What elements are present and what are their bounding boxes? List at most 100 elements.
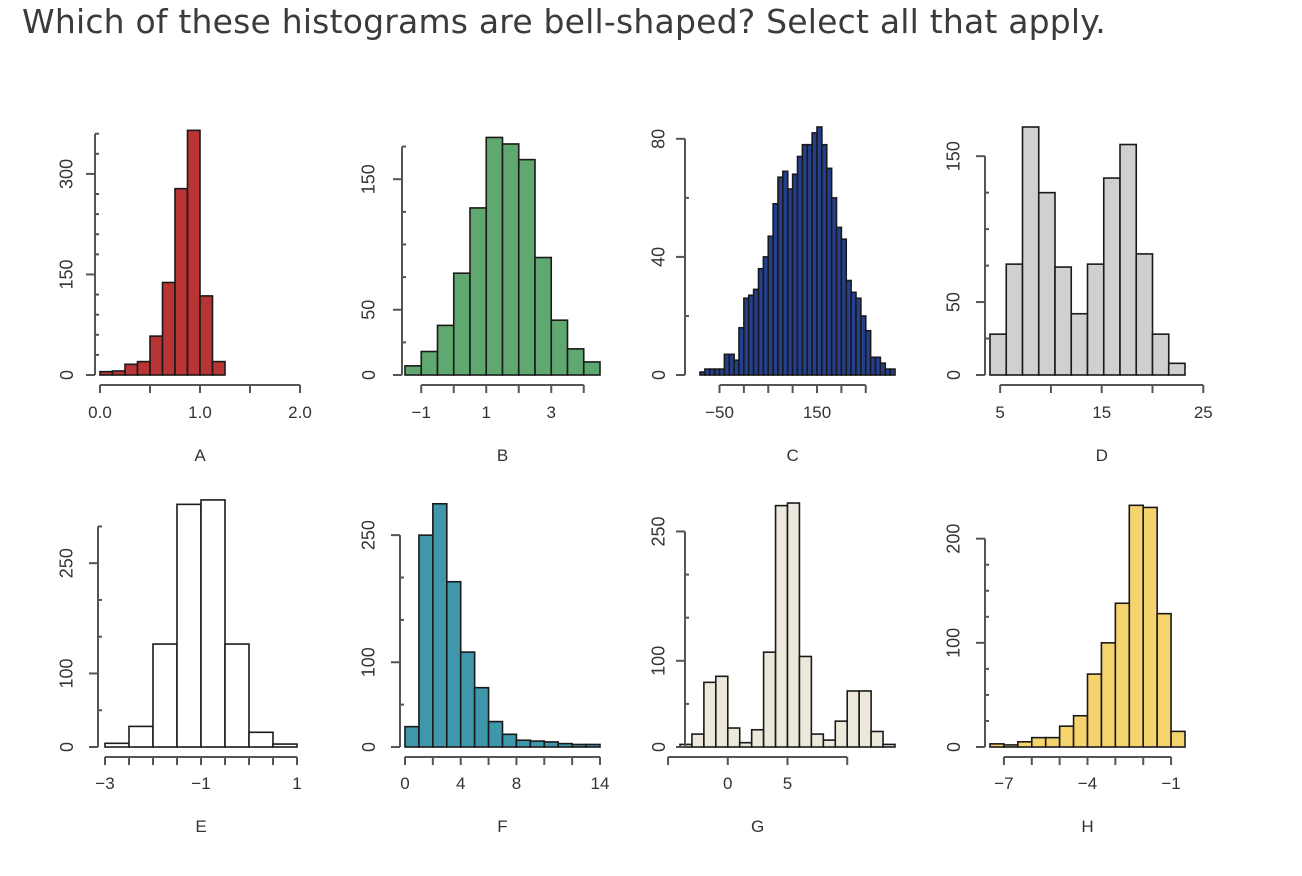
bar: [1100, 642, 1117, 748]
x-tick-label: 15: [1092, 403, 1111, 422]
x-tick-label: −3: [95, 774, 114, 793]
y-tick-label: 150: [359, 164, 379, 194]
histogram-f: 0 100 250 0 4 8 14 F: [359, 502, 610, 836]
bar: [174, 187, 189, 376]
bar: [762, 651, 777, 748]
bar: [1156, 612, 1172, 748]
bar: [161, 281, 176, 376]
y-tick-label: 250: [57, 548, 77, 578]
bar: [124, 363, 139, 376]
y-tick-label: 0: [57, 742, 77, 752]
x-tick-label: 150: [803, 403, 831, 422]
bar: [1005, 263, 1024, 376]
bar: [199, 295, 214, 376]
y-tick-label: 50: [359, 300, 379, 320]
bar: [1054, 266, 1073, 376]
bar: [1037, 191, 1056, 376]
bar: [1142, 506, 1158, 748]
x-axis-label: D: [1096, 446, 1108, 465]
bar: [822, 739, 837, 748]
x-tick-label: 3: [547, 403, 556, 422]
bar: [404, 725, 420, 748]
bar: [485, 136, 504, 376]
bar: [1003, 744, 1019, 748]
bar: [1102, 177, 1121, 376]
x-tick-label: 4: [456, 774, 465, 793]
x-axis-label: B: [497, 446, 508, 465]
y-tick-label: 0: [944, 370, 964, 380]
bar: [136, 360, 151, 376]
bar: [128, 725, 154, 748]
y-tick-label: 100: [944, 628, 964, 658]
bar: [858, 690, 872, 748]
bar: [452, 272, 471, 376]
bar: [404, 365, 423, 376]
x-axis-label: E: [195, 817, 206, 836]
y-tick-label: 80: [649, 129, 669, 149]
bar: [810, 733, 825, 748]
x-tick-label: 2.0: [288, 403, 312, 422]
bar: [1167, 362, 1186, 376]
histogram-c: 0 40 80 −50 150 C: [649, 126, 896, 465]
bar: [534, 256, 553, 376]
x-axis-label: G: [751, 817, 764, 836]
bar: [750, 728, 765, 748]
bar: [870, 730, 884, 748]
bar: [1170, 730, 1186, 748]
x-tick-label: 14: [591, 774, 610, 793]
bar: [1119, 143, 1138, 376]
x-axis-label: H: [1081, 817, 1093, 836]
bar: [703, 681, 717, 748]
histogram-e: 0 100 250 −3 −1 1 E: [57, 499, 302, 836]
bar: [200, 499, 226, 748]
histogram-d: 0 50 150 5 15 25 D: [944, 126, 1213, 465]
bar: [224, 643, 250, 748]
bar: [104, 742, 130, 748]
y-tick-label: 0: [944, 742, 964, 752]
x-tick-label: 1.0: [188, 403, 212, 422]
y-tick-label: 100: [649, 646, 669, 676]
bar: [473, 686, 490, 748]
bar: [111, 370, 126, 376]
question-text: Which of these histograms are bell-shape…: [22, 2, 1107, 41]
bar: [211, 360, 226, 376]
bar: [1070, 312, 1089, 376]
y-tick-label: 100: [57, 658, 77, 688]
x-tick-label: 1: [292, 774, 301, 793]
histogram-b: 0 50 150 −1 1 3 B: [359, 136, 601, 465]
x-axis-label: A: [194, 446, 206, 465]
bar: [1017, 740, 1033, 748]
bar: [152, 643, 178, 748]
bar: [571, 743, 587, 748]
x-tick-label: −7: [994, 774, 1013, 793]
x-tick-label: −1: [1161, 774, 1180, 793]
histogram-g: 0 100 250 0 5 G: [649, 502, 896, 836]
bar: [1058, 725, 1075, 748]
bar: [149, 335, 164, 376]
bar: [543, 741, 560, 748]
histogram-h: 0 100 200 −7 −4 −1 H: [944, 504, 1186, 836]
bar: [272, 743, 298, 748]
bar: [889, 368, 896, 376]
bar: [501, 143, 520, 376]
bar: [248, 731, 274, 748]
bar: [715, 675, 729, 748]
bar: [176, 503, 202, 748]
bar: [529, 740, 546, 748]
bar: [1072, 714, 1089, 748]
bar: [418, 534, 434, 748]
bar: [582, 361, 601, 376]
bar: [1086, 673, 1103, 748]
x-tick-label: −1: [412, 403, 431, 422]
y-tick-label: 0: [649, 742, 669, 752]
bar: [585, 743, 601, 748]
y-tick-label: 200: [944, 524, 964, 554]
y-tick-label: 50: [944, 292, 964, 312]
bar: [1021, 126, 1040, 376]
x-tick-label: −50: [705, 403, 734, 422]
bar: [517, 158, 536, 376]
bar: [846, 690, 860, 748]
y-tick-label: 0: [649, 370, 669, 380]
bar: [738, 741, 753, 748]
